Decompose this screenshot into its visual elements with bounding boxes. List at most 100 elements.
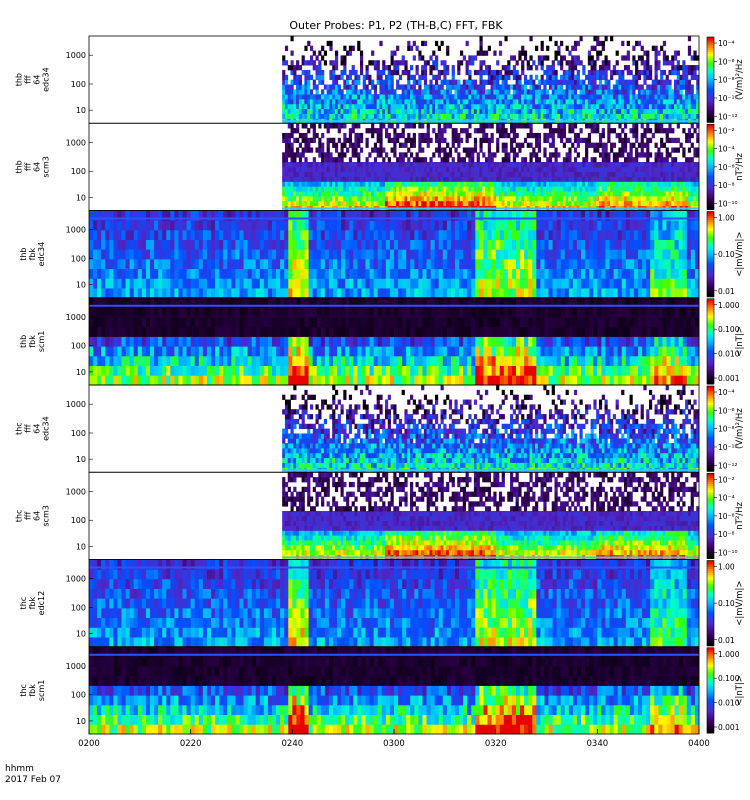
colorbar-tick-label: 10⁻⁸ (718, 76, 735, 85)
y-tick-label: 10 (76, 717, 86, 726)
colorbar-tick-label: 0.010 (718, 699, 740, 708)
colorbar-label: <|mV/m|> (735, 581, 745, 626)
panel-label-line: thc (15, 422, 24, 435)
y-tick-label: 1000 (66, 138, 86, 147)
y-tick-label: 1000 (66, 575, 86, 584)
colorbar-label: <|nT|> (735, 675, 745, 706)
colorbar-label: <|nT|> (735, 326, 745, 357)
time-tick-label: 0240 (282, 739, 304, 749)
colorbar-1: 10⁻² 10⁻⁴ 10⁻⁶ 10⁻⁸ 10⁻¹⁰ nT²/Hz (706, 123, 745, 210)
panel-label-line: fbk (28, 335, 37, 348)
y-tick-label: 1000 (66, 51, 86, 60)
colorbar-6: 1.00 0.10 0.01 <|mV/m|> (706, 560, 745, 647)
colorbar-tick-label: 10⁻⁸ (718, 530, 735, 539)
y-tick-label: 100 (71, 342, 86, 351)
colorbar-tick-label: 0.100 (718, 325, 740, 334)
y-tick-label: 100 (71, 516, 86, 525)
colorbar-0: 10⁻⁴ 10⁻⁶ 10⁻⁸ 10⁻¹⁰ 10⁻¹² (V/m)²/Hz (706, 36, 745, 123)
colorbar-tick-label: 0.010 (718, 350, 740, 359)
panel-label-line: 64 (33, 424, 42, 434)
spectrogram-heatmap-0 (282, 36, 700, 124)
colorbar-tick-label: 10⁻⁴ (718, 145, 735, 154)
spectrogram-heatmap-7 (89, 646, 700, 735)
colorbar-tick-label: 10⁻⁶ (718, 163, 735, 172)
panel-label-line: thb (19, 335, 28, 348)
panels-layer: thb fff 64 edc3410001001010⁻⁴10⁻⁶10⁻⁸10⁻¹⁰1… (15, 35, 745, 735)
y-tick-label: 10 (76, 630, 86, 639)
colorbar-tick-label: 10⁻⁸ (718, 181, 735, 190)
panel-label-3: thb fbk scm1 1000 100 10 (19, 313, 93, 377)
colorbar-tick-label: 10⁻¹² (718, 112, 738, 121)
y-tick-label: 100 (71, 167, 86, 176)
colorbar-tick-label: 1.00 (718, 214, 735, 223)
colorbar-tick-label: 0.01 (718, 636, 735, 645)
colorbar-tick-label: 10⁻¹² (718, 461, 738, 470)
y-tick-label: 100 (71, 80, 86, 89)
y-tick-label: 100 (71, 254, 86, 263)
y-tick-label: 10 (76, 542, 86, 551)
time-axis-label: hhmm (5, 764, 34, 774)
panel-label-line: 64 (33, 162, 42, 172)
colorbar-tick-label: 0.001 (718, 374, 740, 383)
panel-label-line: 64 (33, 511, 42, 521)
colorbar-tick-label: 0.100 (718, 674, 740, 683)
colorbar-tick-label: 0.10 (718, 250, 735, 259)
colorbar-tick-label: 10⁻² (718, 475, 735, 484)
y-tick-label: 100 (71, 603, 86, 612)
panel-label-2: thb fbk edc34 1000 100 10 (19, 226, 93, 290)
panel-label-line: edc34 (42, 67, 51, 92)
colorbar-tick-label: 10⁻² (718, 126, 735, 135)
panel-label-line: thc (19, 597, 28, 610)
colorbar-label: (V/m)²/Hz (735, 408, 745, 449)
y-tick-label: 10 (76, 106, 86, 115)
y-tick-label: 1000 (66, 400, 86, 409)
colorbar-label: <|mV/m|> (735, 232, 745, 277)
panel-label-line: edc12 (37, 591, 46, 616)
colorbar-tick-label: 10⁻⁴ (718, 388, 735, 397)
spectrogram-heatmap-6 (89, 559, 700, 648)
colorbar-tick-label: 0.01 (718, 287, 735, 296)
colorbar-tick-label: 10⁻⁶ (718, 512, 735, 521)
panel-label-line: 64 (33, 75, 42, 85)
colorbar-2: 1.00 0.10 0.01 <|mV/m|> (706, 211, 745, 298)
panel-label-line: thb (15, 73, 24, 86)
panel-label-line: fbk (28, 596, 37, 609)
panel-label-7: thc fbk scm1 1000 100 10 (19, 662, 93, 726)
panel-label-line: fff (24, 163, 33, 172)
colorbar-4: 10⁻⁴ 10⁻⁶ 10⁻⁸ 10⁻¹⁰ 10⁻¹² (V/m)²/Hz (706, 385, 745, 472)
panel-label-line: fff (24, 75, 33, 84)
colorbar-tick-label: 10⁻¹⁰ (718, 200, 738, 209)
panel-label-5: thc fff 64 scm3 1000 100 10 (15, 487, 93, 551)
spectrogram-heatmap-2 (89, 210, 700, 299)
spectrogram-heatmap-4 (282, 385, 700, 473)
colorbar-tick-label: 10⁻¹⁰ (718, 94, 738, 103)
spectrogram-heatmap-5 (282, 472, 700, 560)
colorbar-tick-label: 0.10 (718, 599, 735, 608)
panel-label-line: scm3 (42, 156, 51, 177)
panel-label-line: fbk (28, 684, 37, 697)
y-tick-label: 10 (76, 455, 86, 464)
panel-label-line: thb (15, 160, 24, 173)
colorbar-tick-label: 1.000 (718, 650, 740, 659)
time-tick-label: 0400 (688, 739, 710, 749)
y-tick-label: 1000 (66, 226, 86, 235)
time-tick-label: 0340 (587, 739, 609, 749)
y-tick-label: 1000 (66, 487, 86, 496)
colorbar-tick-label: 1.00 (718, 563, 735, 572)
colorbar-tick-label: 10⁻¹⁰ (718, 443, 738, 452)
panel-label-1: thb fff 64 scm3 1000 100 10 (15, 138, 93, 202)
y-tick-label: 1000 (66, 662, 86, 671)
y-tick-label: 10 (76, 281, 86, 290)
time-axis: 0200 0220 0240 0300 0320 0340 0400 (78, 729, 710, 749)
y-tick-label: 10 (76, 193, 86, 202)
panel-label-line: edc34 (37, 242, 46, 267)
panel-label-line: thc (15, 510, 24, 523)
colorbar-label: (V/m)²/Hz (735, 59, 745, 100)
y-tick-label: 10 (76, 368, 86, 377)
time-tick-label: 0320 (485, 739, 507, 749)
panel-label-line: scm1 (37, 680, 46, 701)
panel-label-line: thb (19, 247, 28, 260)
panel-label-line: edc34 (42, 416, 51, 441)
time-tick-label: 0300 (383, 739, 405, 749)
colorbar-tick-label: 10⁻⁴ (718, 39, 735, 48)
